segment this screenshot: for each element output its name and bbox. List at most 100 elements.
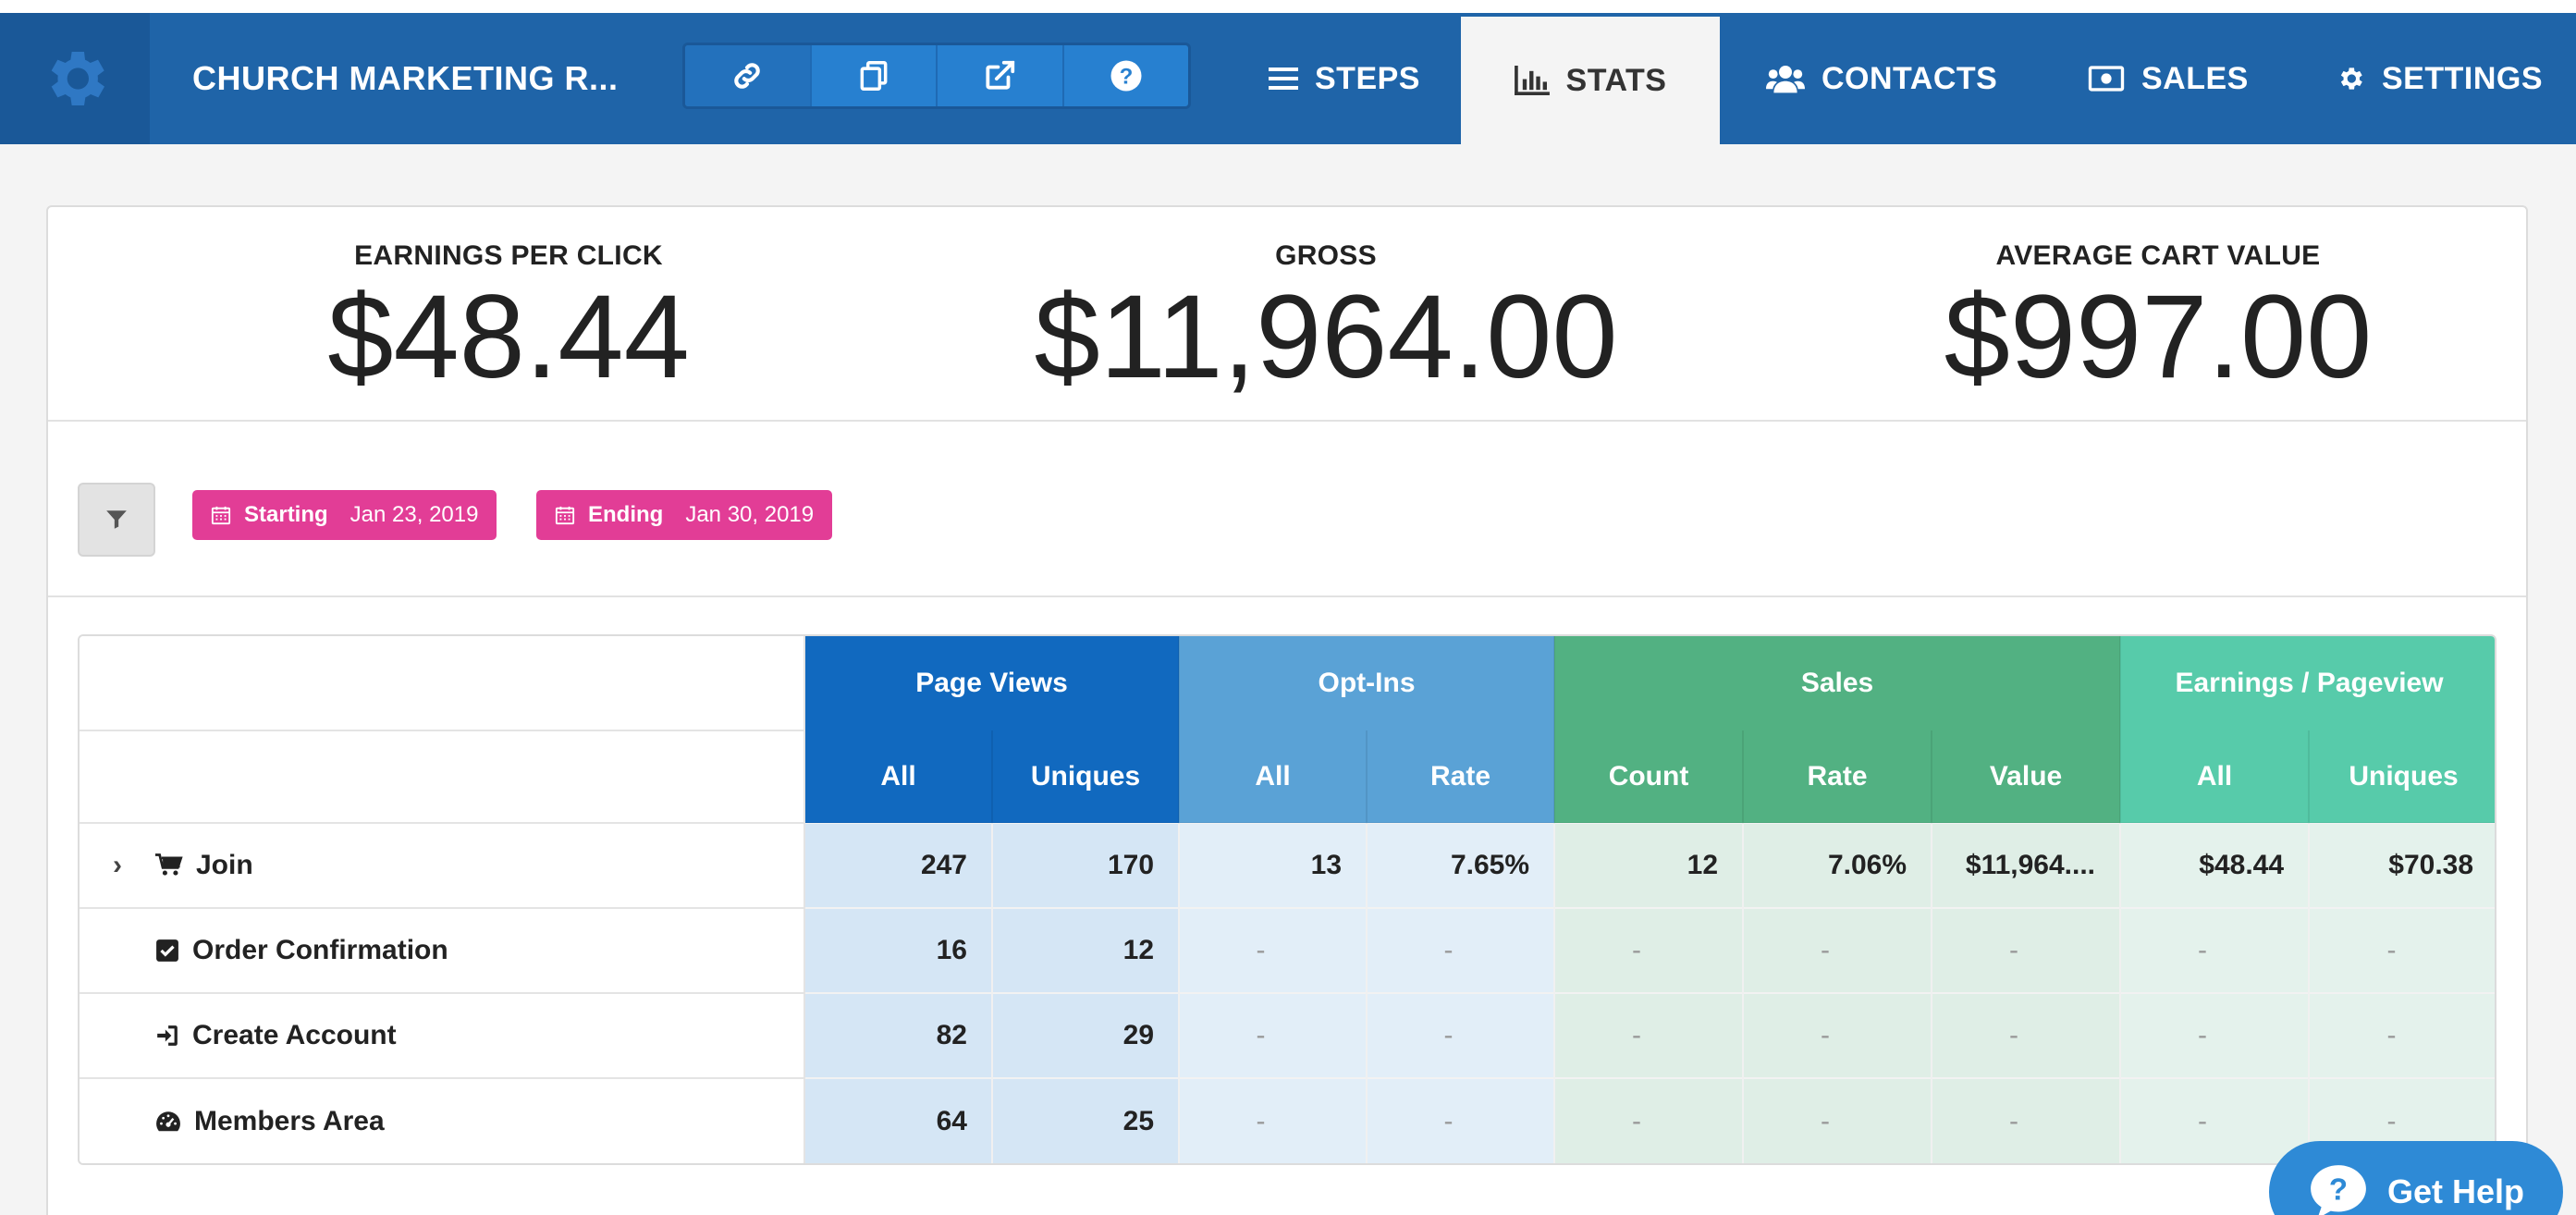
cell-sales-value: $11,964....: [1932, 822, 2122, 908]
cell-optins-rate: -: [1367, 1077, 1556, 1163]
svg-text:?: ?: [2329, 1172, 2348, 1206]
svg-text:?: ?: [1119, 64, 1133, 89]
cell-sales-rate: -: [1743, 907, 1933, 993]
cell-optins-rate: -: [1367, 907, 1556, 993]
table-row: › Join 247 170 13 7.65% 12 7.06% $11,964.…: [80, 822, 2495, 908]
cell-optins-all: 13: [1179, 822, 1368, 908]
table-corner: [80, 636, 805, 730]
top-strip: [0, 0, 2576, 13]
group-header-earnings-pageview: Earnings / Pageview: [2120, 636, 2495, 730]
tab-stats[interactable]: STATS: [1461, 17, 1720, 144]
dashboard-icon: [156, 1111, 180, 1131]
help-button[interactable]: ?: [1064, 45, 1189, 106]
kpi-label: GROSS: [1275, 240, 1377, 271]
kpi-gross: GROSS $11,964.00: [1002, 240, 1650, 398]
row-name-members-area[interactable]: Members Area: [80, 1077, 805, 1163]
cell-optins-rate: 7.65%: [1367, 822, 1556, 908]
funnel-settings-gear[interactable]: [0, 13, 150, 144]
cell-sales-count-link[interactable]: 12: [1554, 822, 1745, 908]
cell-pageviews-uniques: 12: [992, 907, 1181, 993]
tab-steps-label: STEPS: [1315, 60, 1420, 96]
cell-sales-count: -: [1554, 907, 1745, 993]
cell-earnings-all: -: [2120, 907, 2311, 993]
row-name-join[interactable]: › Join: [80, 822, 805, 908]
end-date-key: Ending: [588, 502, 664, 527]
help-icon: ?: [1110, 60, 1142, 92]
filter-row: Starting Jan 23, 2019 Ending Jan 30, 201…: [48, 422, 2526, 597]
cell-sales-value: -: [1932, 907, 2122, 993]
group-header-sales: Sales: [1554, 636, 2122, 730]
tab-settings-label: SETTINGS: [2382, 60, 2544, 96]
copy-icon: [860, 61, 888, 91]
cell-pageviews-all: 16: [804, 907, 993, 993]
sign-in-icon: [157, 1025, 178, 1046]
subheader: Uniques: [992, 730, 1181, 823]
tab-contacts[interactable]: CONTACTS: [1766, 13, 1997, 144]
table-corner: [80, 730, 805, 823]
cell-sales-value: -: [1932, 992, 2122, 1078]
end-date-picker[interactable]: Ending Jan 30, 2019: [536, 490, 833, 540]
subheader: All: [2120, 730, 2311, 823]
get-help-button[interactable]: ? Get Help: [2269, 1141, 2563, 1215]
calendar-icon: [211, 506, 231, 525]
copy-link-button[interactable]: [685, 45, 812, 106]
bar-chart-icon: [1514, 66, 1550, 95]
users-icon: [1766, 66, 1805, 93]
start-date-key: Starting: [244, 502, 328, 527]
stats-table: Page Views Opt-Ins Sales Earnings / Page…: [78, 634, 2496, 1165]
group-header-page-views: Page Views: [804, 636, 1181, 730]
cell-sales-value: -: [1932, 1077, 2122, 1163]
cell-earnings-uniques: $70.38: [2309, 822, 2495, 908]
subheader: All: [1179, 730, 1368, 823]
row-label: Members Area: [194, 1105, 385, 1136]
duplicate-button[interactable]: [812, 45, 938, 106]
cell-optins-all: -: [1179, 992, 1368, 1078]
cell-earnings-uniques: -: [2309, 992, 2495, 1078]
kpi-value: $11,964.00: [1034, 271, 1618, 403]
cell-sales-rate: -: [1743, 992, 1933, 1078]
tab-sales[interactable]: SALES: [2088, 13, 2249, 144]
subheader: Value: [1932, 730, 2122, 823]
subheader: Rate: [1743, 730, 1933, 823]
cell-pageviews-all: 64: [804, 1077, 993, 1163]
cell-optins-all: -: [1179, 1077, 1368, 1163]
subheader: Rate: [1367, 730, 1556, 823]
tab-steps[interactable]: STEPS: [1269, 13, 1420, 144]
cell-pageviews-uniques: 25: [992, 1077, 1181, 1163]
row-name-create-account[interactable]: Create Account: [80, 992, 805, 1078]
row-name-order-confirmation[interactable]: Order Confirmation: [80, 907, 805, 993]
kpi-label: AVERAGE CART VALUE: [1995, 240, 2321, 271]
expand-chevron-icon[interactable]: ›: [113, 850, 122, 880]
start-date-value: Jan 23, 2019: [350, 502, 479, 527]
stats-card: EARNINGS PER CLICK $48.44 GROSS $11,964.…: [46, 205, 2528, 1215]
filter-button[interactable]: [78, 483, 155, 557]
link-icon: [734, 63, 761, 89]
cell-earnings-all: -: [2120, 1077, 2311, 1163]
open-external-button[interactable]: [938, 45, 1064, 106]
cell-pageviews-uniques: 170: [992, 822, 1181, 908]
tab-settings[interactable]: SETTINGS: [2336, 13, 2543, 144]
row-label: Create Account: [192, 1020, 397, 1050]
kpi-average-cart-value: AVERAGE CART VALUE $997.00: [1853, 240, 2463, 398]
cell-sales-rate: 7.06%: [1743, 822, 1933, 908]
table-row: Order Confirmation 16 12 - - - - - - -: [80, 907, 2495, 993]
check-square-icon: [156, 939, 178, 962]
start-date-picker[interactable]: Starting Jan 23, 2019: [192, 490, 497, 540]
kpi-value: $48.44: [327, 271, 690, 403]
tab-contacts-label: CONTACTS: [1822, 60, 1998, 96]
end-date-value: Jan 30, 2019: [685, 502, 815, 527]
subheader: Uniques: [2309, 730, 2495, 823]
cell-optins-rate: -: [1367, 992, 1556, 1078]
kpi-row: EARNINGS PER CLICK $48.44 GROSS $11,964.…: [48, 207, 2526, 422]
row-label: Order Confirmation: [192, 935, 448, 965]
top-nav: CHURCH MARKETING R... ? STEPS STATS CONT…: [0, 13, 2576, 144]
tab-stats-label: STATS: [1565, 62, 1667, 98]
filter-icon: [106, 510, 127, 529]
funnel-title[interactable]: CHURCH MARKETING R...: [192, 59, 619, 97]
get-help-label: Get Help: [2387, 1172, 2525, 1210]
subheader: All: [804, 730, 993, 823]
table-row: Create Account 82 29 - - - - - - -: [80, 992, 2495, 1078]
external-link-icon: [986, 60, 1015, 90]
cell-sales-count: -: [1554, 1077, 1745, 1163]
cell-sales-count: -: [1554, 992, 1745, 1078]
